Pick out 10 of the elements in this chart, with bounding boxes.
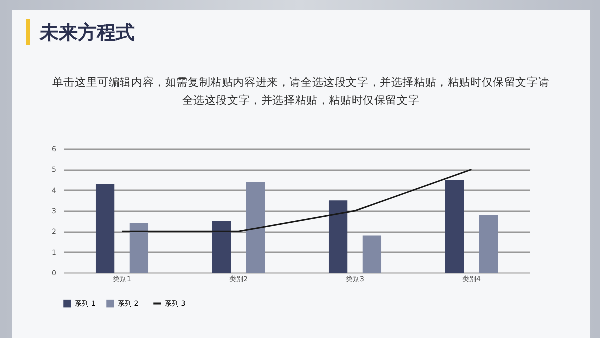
bar bbox=[479, 215, 498, 273]
bar bbox=[445, 180, 464, 273]
bar bbox=[328, 200, 348, 273]
bar bbox=[96, 184, 115, 273]
chart-title: 未来方程式 bbox=[40, 21, 135, 46]
chart-subtitle: 单击这里可编辑内容，如需复制粘贴内容进来，请全选这段文字，并选择粘贴，粘贴时仅保留文字请全选这段文字，并选择粘贴，粘贴时仅保留文字 bbox=[52, 75, 550, 109]
bar bbox=[246, 182, 266, 273]
bar bbox=[212, 221, 232, 273]
bar bbox=[362, 236, 382, 273]
bar bbox=[130, 223, 149, 273]
